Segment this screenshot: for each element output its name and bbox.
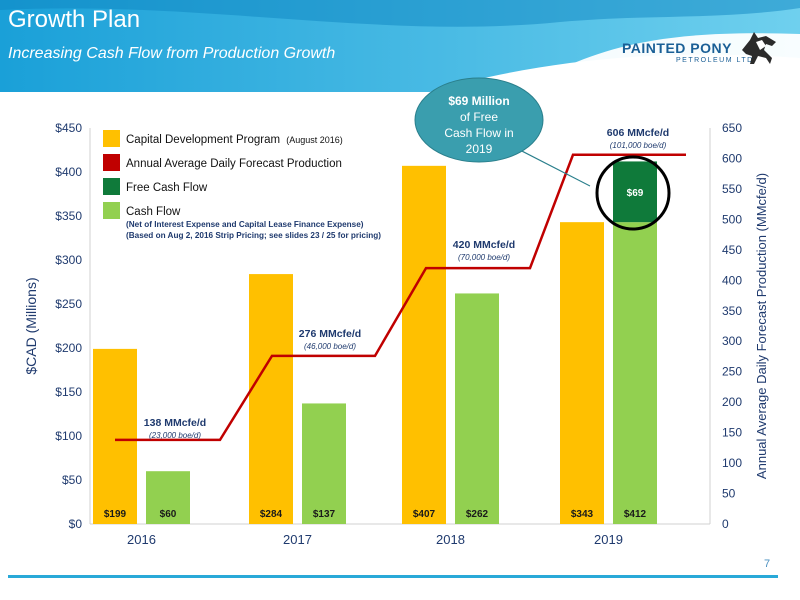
logo-name: PAINTED PONY bbox=[622, 40, 732, 56]
legend-production-label: Annual Average Daily Forecast Production bbox=[126, 158, 342, 170]
y2-axis-label: Annual Average Daily Forecast Production… bbox=[754, 173, 769, 479]
production-label: 138 MMcfe/d bbox=[144, 417, 206, 429]
y-tick-label: $400 bbox=[55, 165, 82, 179]
bar-cash-flow bbox=[302, 403, 346, 524]
bar-capital bbox=[249, 274, 293, 524]
bar-cash-flow bbox=[455, 293, 499, 524]
legend-swatch-production bbox=[103, 154, 120, 171]
y-tick-label: $300 bbox=[55, 253, 82, 267]
logo-subtitle: PETROLEUM LTD. bbox=[676, 57, 758, 64]
bar-cash-flow-label: $137 bbox=[313, 509, 336, 520]
free-cash-flow-highlight-circle bbox=[595, 155, 671, 231]
y2-tick-label: 50 bbox=[722, 487, 736, 501]
y2-tick-label: 150 bbox=[722, 426, 742, 440]
callout-line1: $69 Million bbox=[448, 94, 509, 108]
production-sublabel: (23,000 boe/d) bbox=[149, 431, 201, 440]
legend-swatch-capital bbox=[103, 130, 120, 147]
y2-tick-label: 450 bbox=[722, 243, 742, 257]
bar-capital bbox=[402, 165, 446, 524]
production-labels: 138 MMcfe/d (23,000 boe/d) 276 MMcfe/d (46,… bbox=[144, 127, 669, 440]
header-background bbox=[0, 0, 800, 92]
production-sublabel: (70,000 boe/d) bbox=[458, 253, 510, 262]
bar-value-labels: $199 $60 $284 $137 $407 $262 $69 $343 $412 bbox=[104, 188, 647, 520]
production-label: 606 MMcfe/d bbox=[607, 127, 669, 139]
legend-cash-flow-note1: (Net of Interest Expense and Capital Lea… bbox=[126, 220, 364, 229]
callout-line4: 2019 bbox=[466, 142, 493, 156]
y2-tick-label: 0 bbox=[722, 517, 729, 531]
slide-subtitle: Increasing Cash Flow from Production Gro… bbox=[8, 45, 336, 62]
legend-capital-text: Capital Development Program (August 2016… bbox=[126, 134, 343, 146]
x-tick-label: 2018 bbox=[436, 532, 465, 547]
slide-title: Growth Plan bbox=[8, 6, 141, 33]
y2-tick-label: 200 bbox=[722, 395, 742, 409]
bar-capital-label: $284 bbox=[260, 509, 283, 520]
y2-tick-label: 100 bbox=[722, 456, 742, 470]
bar-cash-flow bbox=[146, 471, 190, 524]
y2-tick-label: 350 bbox=[722, 304, 742, 318]
bar-cash-flow bbox=[613, 222, 657, 524]
y2-tick-label: 650 bbox=[722, 121, 742, 135]
legend-capital-note: (August 2016) bbox=[286, 135, 343, 145]
legend-capital-label: Capital Development Program bbox=[126, 134, 280, 146]
y2-tick-label: 600 bbox=[722, 151, 742, 165]
free-cash-flow-callout: $69 Million of Free Cash Flow in 2019 bbox=[414, 77, 591, 187]
y-tick-label: $350 bbox=[55, 209, 82, 223]
callout-line3: Cash Flow in bbox=[444, 126, 513, 140]
y2-tick-label: 500 bbox=[722, 212, 742, 226]
footer-rule bbox=[8, 575, 778, 578]
chart-canvas: $0 $50 $100 $150 $200 $250 $300 $350 $400 $450 0 5… bbox=[23, 77, 769, 547]
production-sublabel: (101,000 boe/d) bbox=[610, 141, 667, 150]
y2-tick-label: 400 bbox=[722, 273, 742, 287]
header-banner: Growth Plan Increasing Cash Flow from Pr… bbox=[0, 0, 800, 92]
y2-tick-label: 300 bbox=[722, 334, 742, 348]
y-tick-label: $200 bbox=[55, 341, 82, 355]
production-label: 276 MMcfe/d bbox=[299, 328, 361, 340]
bar-capital bbox=[560, 222, 604, 524]
y-tick-label: $450 bbox=[55, 121, 82, 135]
y-axis-label: $CAD (Millions) bbox=[23, 277, 39, 374]
bar-capital-label: $199 bbox=[104, 509, 127, 520]
pony-logo-icon bbox=[742, 32, 776, 64]
bar-cash-flow-label: $262 bbox=[466, 509, 489, 520]
bar-free-cash-flow-label: $69 bbox=[627, 188, 644, 199]
y-tick-label: $250 bbox=[55, 297, 82, 311]
x-axis-ticks: 2016 2017 2018 2019 bbox=[127, 532, 623, 547]
bar-free-cash-flow bbox=[613, 161, 657, 223]
legend-swatch-cash-flow bbox=[103, 202, 120, 219]
y-axis-ticks: $0 $50 $100 $150 $200 $250 $300 $350 $400 $450 bbox=[55, 121, 82, 531]
legend-cash-flow-note2: (Based on Aug 2, 2016 Strip Pricing; see… bbox=[126, 231, 381, 240]
bars bbox=[93, 161, 657, 524]
bar-cash-flow-label: $412 bbox=[624, 509, 647, 520]
x-tick-label: 2017 bbox=[283, 532, 312, 547]
callout-bubble bbox=[414, 77, 544, 163]
callout-line2: of Free bbox=[460, 110, 498, 124]
legend: Capital Development Program (August 2016… bbox=[103, 130, 381, 240]
x-tick-label: 2019 bbox=[594, 532, 623, 547]
y-tick-label: $50 bbox=[62, 473, 82, 487]
y-tick-label: $0 bbox=[69, 517, 83, 531]
legend-free-cash-flow-label: Free Cash Flow bbox=[126, 182, 208, 194]
y2-tick-label: 550 bbox=[722, 182, 742, 196]
x-tick-label: 2016 bbox=[127, 532, 156, 547]
bar-capital-label: $343 bbox=[571, 509, 594, 520]
production-label: 420 MMcfe/d bbox=[453, 239, 515, 251]
y-tick-label: $100 bbox=[55, 429, 82, 443]
bar-capital bbox=[93, 348, 137, 524]
legend-cash-flow-label: Cash Flow bbox=[126, 206, 181, 218]
axes bbox=[89, 128, 711, 525]
y-tick-label: $150 bbox=[55, 385, 82, 399]
bar-cash-flow-label: $60 bbox=[160, 509, 177, 520]
production-sublabel: (46,000 boe/d) bbox=[304, 342, 356, 351]
y2-tick-label: 250 bbox=[722, 365, 742, 379]
legend-swatch-free-cash-flow bbox=[103, 178, 120, 195]
y2-axis-ticks: 0 50 100 150 200 250 300 350 400 450 500 550 600 650 bbox=[722, 121, 742, 531]
bar-capital-label: $407 bbox=[413, 509, 436, 520]
page-number: 7 bbox=[764, 558, 771, 570]
